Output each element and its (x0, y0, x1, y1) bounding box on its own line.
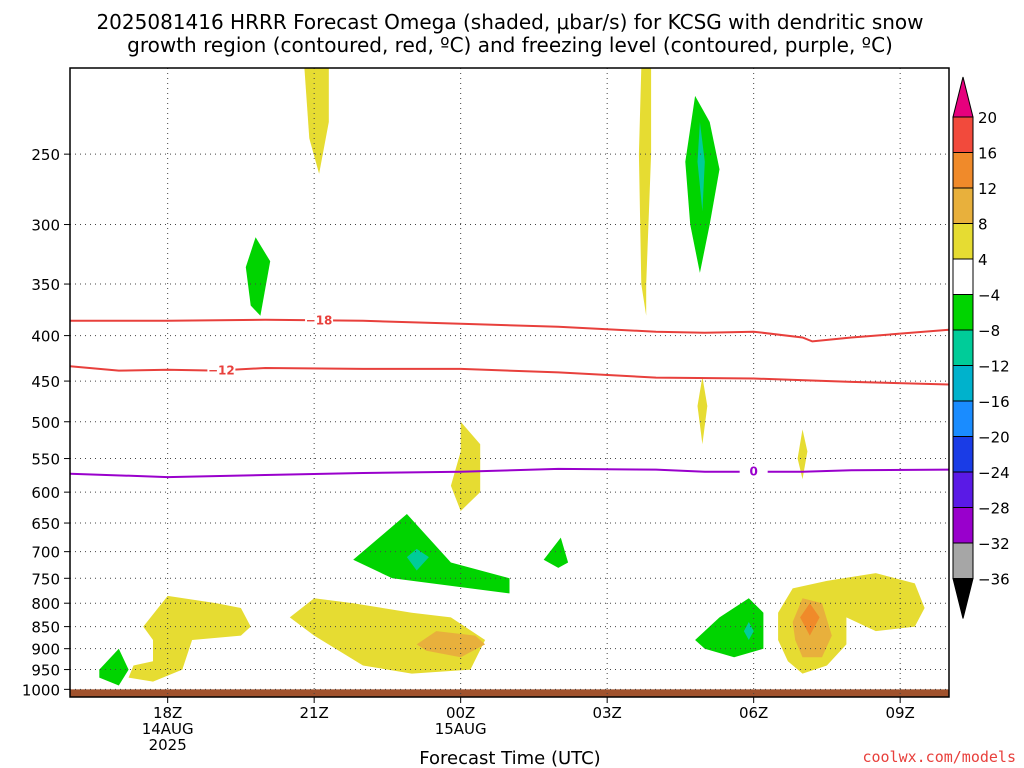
colorbar-label-11: −28 (978, 500, 1010, 518)
y-tick-label-950: 950 (31, 662, 60, 680)
colorbar-label-12: −32 (978, 535, 1010, 553)
y-tick-label-450: 450 (31, 373, 60, 391)
colorbar-label-6: −8 (978, 322, 1000, 340)
y-tick-label-650: 650 (31, 515, 60, 533)
omega-region-15 (695, 598, 764, 658)
contour-label-2: 0 (749, 465, 757, 479)
x-tick-label-09Z-0: 09Z (885, 704, 914, 722)
omega-region-11 (128, 595, 251, 682)
chart-title-line1: 2025081416 HRRR Forecast Omega (shaded, … (96, 10, 923, 34)
omega-region-7 (797, 429, 808, 480)
y-tick-label-850: 850 (31, 619, 60, 637)
omega-region-14 (416, 631, 486, 658)
y-tick-label-1000: 1000 (22, 681, 60, 699)
omega-region-13 (289, 598, 486, 674)
y-tick-label-900: 900 (31, 641, 60, 659)
colorbar-box-3 (952, 223, 974, 260)
contour-label-bg-2 (739, 464, 768, 479)
colorbar-box-7 (952, 365, 974, 402)
colorbar-label-8: −16 (978, 393, 1010, 411)
omega-region-9 (406, 548, 429, 571)
y-tick-label-700: 700 (31, 544, 60, 562)
x-axis-label: Forecast Time (UTC) (419, 748, 600, 768)
omega-region-5 (697, 376, 708, 445)
y-tick-label-600: 600 (31, 484, 60, 502)
omega-region-19 (800, 603, 820, 636)
omega-region-2 (638, 68, 652, 316)
colorbar-bottom-arrow (952, 578, 974, 619)
y-tick-label-550: 550 (31, 451, 60, 469)
colorbar-label-5: −4 (978, 287, 1000, 305)
x-tick-label-00Z-1: 15AUG (435, 720, 487, 738)
x-tick-label-18Z-1: 14AUG (142, 720, 194, 738)
colorbar-top-arrow (952, 76, 974, 118)
ground-surface (70, 689, 949, 697)
colorbar-label-10: −24 (978, 464, 1010, 482)
colorbar-box-6 (952, 329, 974, 366)
y-tick-label-300: 300 (31, 217, 60, 235)
x-tick-label-18Z-2: 2025 (149, 736, 187, 754)
x-tick-label-18Z-0: 18Z (153, 704, 182, 722)
omega-region-10 (543, 537, 569, 568)
colorbar-label-0: 20 (978, 109, 997, 127)
colorbar-label-3: 8 (978, 216, 988, 234)
chart-title-line2: growth region (contoured, red, ºC) and f… (127, 33, 893, 57)
contour-label-1: −12 (208, 363, 235, 377)
omega-region-1 (245, 237, 271, 316)
contour-label-bg-0 (305, 313, 334, 328)
omega-region-0 (304, 68, 329, 174)
x-tick-label-03Z-0: 03Z (592, 704, 621, 722)
y-tick-label-400: 400 (31, 328, 60, 346)
colorbar-label-7: −12 (978, 358, 1010, 376)
contour-line-2 (69, 467, 950, 479)
contour-label-0: −18 (306, 313, 333, 327)
colorbar-box-9 (952, 436, 974, 473)
y-tick-label-750: 750 (31, 570, 60, 588)
colorbar-box-12 (952, 542, 974, 579)
x-tick-label-21Z-0: 21Z (299, 704, 328, 722)
colorbar-box-4 (952, 258, 974, 295)
y-tick-label-350: 350 (31, 276, 60, 294)
omega-region-4 (697, 122, 705, 212)
omega-region-12 (99, 648, 129, 686)
colorbar-label-4: 4 (978, 251, 988, 269)
colorbar-label-1: 16 (978, 145, 997, 163)
colorbar-label-9: −20 (978, 429, 1010, 447)
colorbar-box-2 (952, 187, 974, 224)
colorbar-label-2: 12 (978, 180, 997, 198)
plot-area: −18 −12 0 250 300 350 400 450 500 550 600 650 700 750… (22, 67, 950, 754)
colorbar-box-11 (952, 507, 974, 544)
y-tick-label-500: 500 (31, 414, 60, 432)
omega-region-16 (743, 622, 754, 640)
x-tick-label-00Z-0: 00Z (446, 704, 475, 722)
colorbar-box-1 (952, 152, 974, 189)
colorbar-box-5 (952, 294, 974, 331)
omega-region-8 (353, 514, 510, 594)
contour-line-1 (69, 365, 950, 386)
y-tick-label-250: 250 (31, 146, 60, 164)
colorbar: 20 16 12 8 4 −4 −8 −12 −16 −20 −24 −28 −32 −36 (952, 76, 1010, 619)
y-tick-label-800: 800 (31, 595, 60, 613)
colorbar-box-8 (952, 400, 974, 437)
contour-line-0 (70, 318, 950, 343)
watermark: coolwx.com/models (862, 748, 1016, 766)
omega-region-6 (450, 421, 481, 511)
contour-label-bg-1 (207, 363, 236, 378)
colorbar-box-10 (952, 471, 974, 508)
colorbar-box-0 (952, 116, 974, 153)
colorbar-label-13: −36 (978, 571, 1010, 589)
plot-frame (69, 67, 950, 698)
x-tick-label-06Z-0: 06Z (739, 704, 768, 722)
